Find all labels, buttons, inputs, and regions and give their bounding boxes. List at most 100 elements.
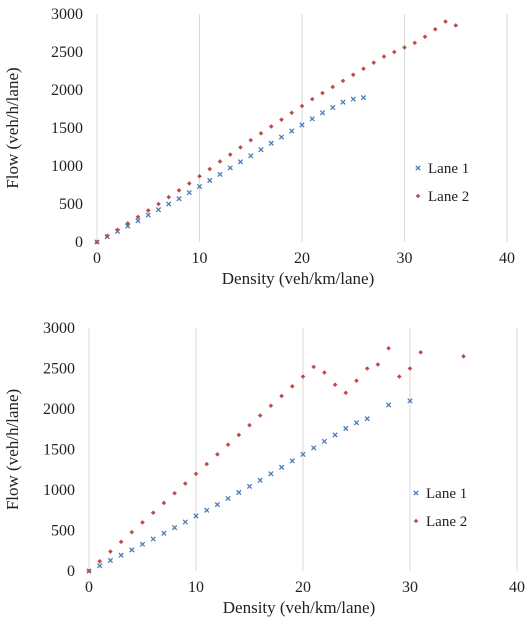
data-point: [413, 490, 419, 496]
x-tick-label: 20: [294, 250, 310, 267]
y-tick-label: 2500: [43, 361, 75, 378]
data-point: [150, 510, 156, 515]
data-point: [268, 471, 274, 477]
data-point: [155, 207, 162, 213]
data-point: [115, 227, 120, 233]
data-point: [353, 420, 360, 426]
data-point: [320, 90, 325, 96]
data-point: [161, 500, 167, 506]
data-point: [204, 507, 210, 513]
y-tick-label: 1000: [51, 158, 83, 175]
data-point: [311, 364, 316, 370]
data-point: [350, 72, 356, 78]
data-point: [340, 78, 346, 84]
data-point: [299, 103, 305, 109]
data-point: [418, 350, 423, 355]
x-tick-label: 30: [397, 250, 413, 267]
legend-label: Lane 1: [426, 486, 467, 502]
y-tick-label: 2000: [43, 401, 75, 418]
y-tick-label: 1500: [51, 120, 83, 137]
x-tick-label: 30: [402, 579, 418, 596]
data-point: [300, 374, 306, 379]
data-point: [176, 188, 182, 193]
data-point: [371, 60, 377, 65]
data-point: [321, 438, 328, 445]
data-point: [257, 477, 263, 483]
y-tick-label: 1500: [43, 442, 75, 459]
data-point: [289, 128, 295, 134]
data-point: [214, 501, 221, 508]
data-point: [236, 432, 242, 438]
data-point: [227, 152, 233, 157]
data-point: [268, 403, 274, 409]
data-point: [432, 26, 438, 32]
data-point: [104, 233, 110, 239]
data-point: [407, 398, 413, 404]
data-point: [278, 134, 285, 140]
data-point: [412, 40, 418, 46]
data-point: [171, 525, 178, 531]
y-axis-title: Flow (veh/h/lane): [3, 389, 22, 510]
data-point: [125, 221, 131, 226]
x-tick-label: 10: [188, 579, 204, 596]
data-point: [332, 382, 338, 387]
x-tick-label: 40: [509, 579, 525, 596]
data-point: [150, 536, 156, 542]
data-point: [176, 196, 182, 202]
x-tick-label: 40: [499, 250, 515, 267]
data-point: [258, 147, 264, 153]
data-point: [238, 145, 243, 150]
data-point: [319, 110, 326, 116]
data-point: [290, 384, 295, 389]
data-point: [391, 49, 397, 55]
data-point: [118, 539, 124, 545]
legend-label: Lane 2: [426, 514, 467, 530]
data-point: [225, 495, 231, 502]
data-point: [118, 552, 124, 558]
data-point: [257, 413, 263, 418]
data-point: [135, 214, 141, 220]
data-point: [86, 568, 92, 574]
x-axis-title: Density (veh/km/lane): [222, 269, 375, 288]
legend-label: Lane 2: [428, 189, 469, 205]
data-point: [278, 464, 285, 470]
legend-label: Lane 1: [428, 161, 469, 177]
data-point: [268, 140, 274, 146]
data-point: [461, 354, 466, 359]
series-lane-2: [94, 19, 459, 245]
data-point: [227, 165, 233, 171]
data-point: [196, 183, 203, 190]
data-point: [182, 519, 188, 525]
x-tick-label: 10: [192, 250, 208, 267]
data-point: [139, 541, 146, 547]
data-point: [183, 481, 188, 486]
data-point: [375, 362, 381, 367]
data-point: [186, 189, 192, 196]
data-point: [386, 345, 391, 351]
data-point: [268, 124, 274, 129]
data-point: [354, 378, 359, 383]
data-point: [107, 557, 114, 564]
data-point: [332, 432, 338, 438]
data-point: [108, 549, 113, 554]
data-point: [364, 416, 370, 422]
data-point: [186, 181, 192, 186]
data-point: [97, 563, 103, 569]
x-tick-label: 20: [295, 579, 311, 596]
data-point: [397, 374, 402, 379]
data-point: [140, 520, 145, 525]
data-point: [193, 513, 199, 519]
data-point: [97, 558, 102, 564]
data-point: [422, 34, 428, 40]
data-point: [217, 159, 223, 164]
data-point: [248, 137, 254, 143]
chart-1: 0 10 20 30 40 0 500 1000 1500 2000 2500 3000 Density…: [3, 6, 515, 288]
data-point: [258, 131, 264, 136]
y-tick-label: 2000: [51, 82, 83, 99]
data-point: [129, 529, 135, 535]
data-point: [407, 366, 413, 371]
data-point: [361, 66, 366, 72]
data-point: [172, 490, 177, 496]
data-point: [145, 208, 151, 213]
data-point: [207, 177, 213, 184]
